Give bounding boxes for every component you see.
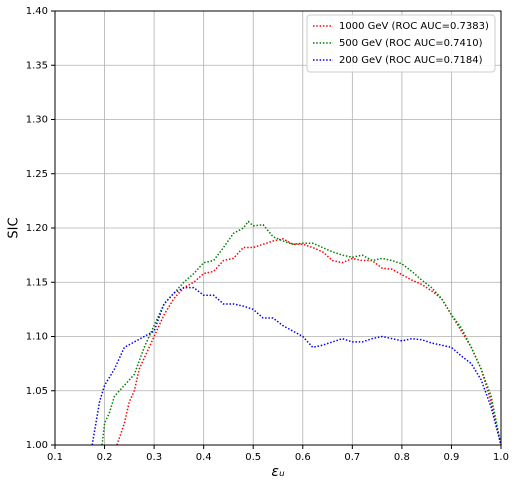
x-tick-label: 1.0 [493,452,509,463]
y-tick-label: 1.40 [26,6,48,17]
legend: 1000 GeV (ROC AUC=0.7383) 500 GeV (ROC AU… [306,14,496,73]
legend-label: 1000 GeV (ROC AUC=0.7383) [339,21,489,32]
x-tick-label: 0.4 [196,452,212,463]
plot-frame [54,10,502,446]
y-tick-label: 1.00 [26,440,48,451]
x-tick-label: 0.7 [344,452,360,463]
x-tick-label: 0.5 [245,452,261,463]
x-tick-label: 0.9 [443,452,459,463]
y-tick-label: 1.10 [26,332,48,343]
x-axis-label: εᵤ [271,464,285,480]
data-line [101,220,502,446]
y-tick-label: 1.35 [26,60,48,71]
x-tick-label: 0.2 [97,452,113,463]
y-tick-label: 1.20 [26,223,48,234]
data-line [116,238,502,446]
data-line [91,286,502,446]
legend-label: 500 GeV (ROC AUC=0.7410) [339,38,483,49]
legend-box [306,14,496,73]
y-tick-label: 1.15 [26,277,48,288]
x-tick-label: 0.8 [394,452,410,463]
x-tick-label: 0.6 [295,452,311,463]
y-axis-label: SIC [7,217,22,238]
y-tick-label: 1.25 [26,169,48,180]
y-tick-label: 1.30 [26,115,48,126]
y-tick-label: 1.05 [26,386,48,397]
x-tick-label: 0.1 [47,452,63,463]
legend-label: 200 GeV (ROC AUC=0.7184) [339,55,483,66]
x-tick-label: 0.3 [146,452,162,463]
